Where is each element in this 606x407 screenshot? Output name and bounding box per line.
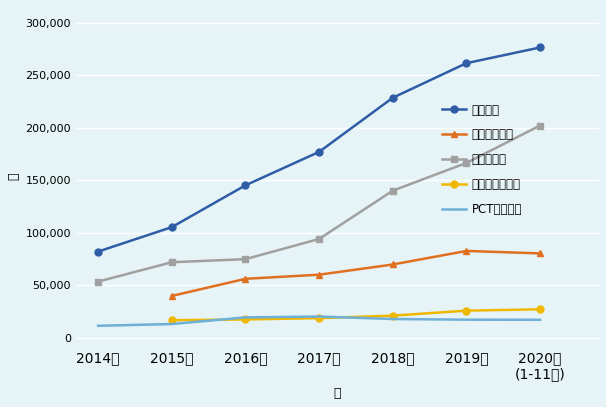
発明専利出願 (168, 293, 175, 298)
PCT特許出願 (389, 317, 396, 322)
発明専利権取得 (168, 318, 175, 323)
専利権取得 (242, 257, 249, 262)
発明専利出願 (536, 251, 544, 256)
発明専利出願 (242, 276, 249, 281)
Line: 専利権取得: 専利権取得 (95, 122, 544, 285)
発明専利出願 (316, 272, 323, 277)
専利出願 (463, 61, 470, 66)
発明専利権取得 (242, 317, 249, 322)
発明専利権取得 (316, 316, 323, 321)
専利出願 (95, 249, 102, 254)
Line: 専利出願: 専利出願 (95, 44, 544, 255)
Line: PCT特許出願: PCT特許出願 (98, 317, 540, 326)
専利出願 (536, 45, 544, 50)
Line: 発明専利権取得: 発明専利権取得 (168, 306, 544, 324)
Legend: 専利出願, 発明専利出願, 専利権取得, 発明専利権取得, PCT特許出願: 専利出願, 発明専利出願, 専利権取得, 発明専利権取得, PCT特許出願 (438, 99, 527, 221)
専利権取得 (389, 188, 396, 193)
専利出願 (168, 225, 175, 230)
専利権取得 (168, 260, 175, 265)
PCT特許出願 (242, 315, 249, 320)
専利権取得 (316, 236, 323, 241)
専利出願 (389, 95, 396, 100)
発明専利権取得 (463, 308, 470, 313)
PCT特許出願 (463, 317, 470, 322)
発明専利権取得 (536, 307, 544, 312)
発明専利権取得 (389, 313, 396, 318)
Line: 発明専利出願: 発明専利出願 (168, 247, 544, 300)
専利権取得 (463, 160, 470, 165)
発明専利出願 (463, 249, 470, 254)
専利出願 (316, 149, 323, 154)
PCT特許出願 (536, 317, 544, 322)
専利出願 (242, 183, 249, 188)
PCT特許出願 (168, 322, 175, 326)
PCT特許出願 (95, 323, 102, 328)
PCT特許出願 (316, 314, 323, 319)
専利権取得 (95, 279, 102, 284)
Y-axis label: 件: 件 (7, 173, 20, 180)
発明専利出願 (389, 262, 396, 267)
専利権取得 (536, 123, 544, 128)
X-axis label: 年: 年 (334, 387, 341, 400)
